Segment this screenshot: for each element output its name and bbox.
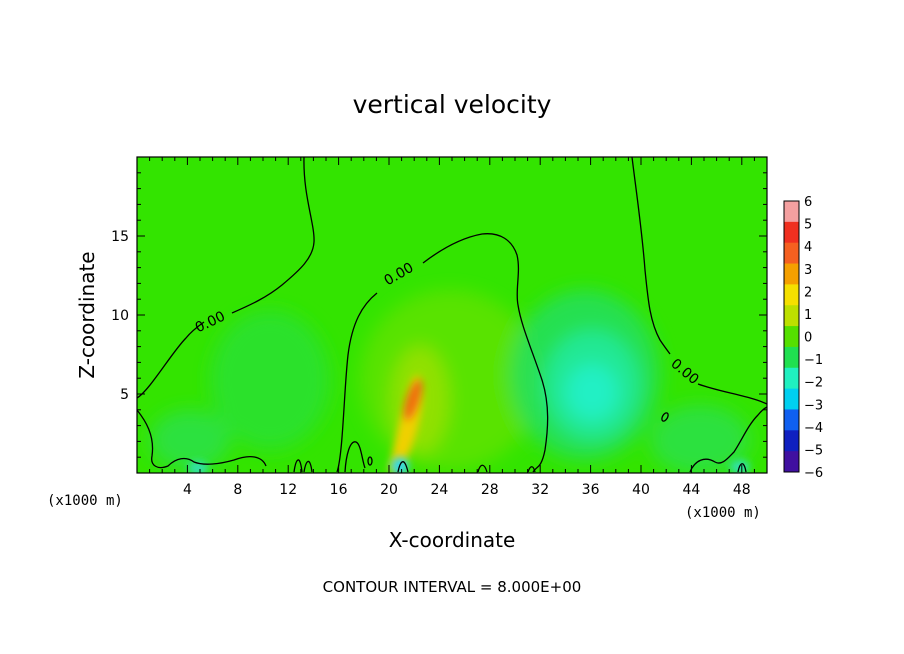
x-axis-title: X-coordinate (389, 528, 516, 552)
colorbar-tick-label: 2 (804, 285, 812, 300)
x-tick-label: 4 (183, 482, 192, 498)
x-tick-label: 32 (531, 482, 549, 498)
colorbar-swatch (784, 305, 799, 327)
colorbar-frame (783, 200, 800, 473)
colorbar-swatch (784, 221, 799, 244)
zero-contour-left (137, 157, 315, 399)
colorbar-tick-label: 4 (804, 240, 812, 255)
colorbar-tick-label: 0 (804, 331, 812, 346)
contour-interval-note: CONTOUR INTERVAL = 8.000E+00 (323, 578, 582, 596)
colorbar-swatch (784, 284, 799, 306)
colorbar-swatch (784, 388, 799, 410)
zero-contour-right (631, 157, 767, 405)
colorbar-swatch (784, 263, 799, 285)
colorbar-tick-label: 1 (804, 308, 812, 323)
chart-title: vertical velocity (353, 90, 552, 119)
x-tick-label: 36 (582, 482, 600, 498)
downdraft-region-right-lower (650, 405, 750, 473)
x-tick-label: 8 (233, 482, 242, 498)
colorbar-tick-label: −1 (804, 353, 823, 368)
colorbar: 6 5 4 3 2 1 0 −1 −2 −3 −4 −5 −6 (783, 195, 823, 481)
downdraft-region-right-core (566, 364, 618, 420)
y-tick-label: 15 (111, 229, 129, 245)
colorbar-tick-label: 3 (804, 263, 812, 278)
x-tick-label: 44 (682, 482, 700, 498)
colorbar-swatch (784, 326, 799, 348)
x-tick-label: 20 (380, 482, 398, 498)
updraft-jet-core (403, 378, 423, 422)
colorbar-tick-label: −3 (804, 398, 823, 413)
colorbar-swatch (784, 242, 799, 264)
x-tick-label: 40 (632, 482, 650, 498)
colorbar-swatch (784, 430, 799, 452)
colorbar-tick-label: −5 (804, 443, 823, 458)
downdraft-region-left (210, 310, 330, 450)
y-tick-label: 5 (120, 387, 129, 403)
x-tick-label: 28 (481, 482, 499, 498)
x-tick-label: 16 (330, 482, 348, 498)
colorbar-swatch (784, 451, 799, 473)
colorbar-swatch (784, 367, 799, 390)
downdraft-region-left-lower (150, 410, 230, 470)
x-tick-label: 12 (279, 482, 297, 498)
zero-contour-central (336, 233, 549, 473)
y-tick-label: 10 (111, 308, 129, 324)
x-unit-label-right: (x1000 m) (685, 505, 761, 521)
colorbar-swatch (784, 201, 799, 223)
colorbar-swatch (784, 409, 799, 431)
zero-contours (137, 157, 767, 473)
plot-area: 0.00 0.00 0.00 (137, 157, 767, 473)
y-axis-ticks: 5 10 15 (111, 172, 767, 458)
colorbar-tick-label: −4 (804, 421, 823, 436)
velocity-field-shading (150, 290, 750, 473)
x-tick-label: 24 (430, 482, 448, 498)
colorbar-tick-label: 5 (804, 218, 812, 233)
colorbar-swatch (784, 346, 799, 369)
updraft-jet (388, 375, 423, 472)
zero-contour-ripples (137, 406, 767, 473)
colorbar-tick-label: 6 (804, 195, 812, 210)
zero-contour-closed-cell (367, 456, 373, 466)
colorbar-tick-label: −2 (804, 376, 823, 391)
x-tick-label: 48 (733, 482, 751, 498)
x-unit-label-left: (x1000 m) (47, 493, 123, 509)
y-axis-title: Z-coordinate (75, 251, 99, 378)
colorbar-tick-label: −6 (804, 466, 823, 481)
zero-contour-closed-cell (661, 412, 669, 422)
x-axis-ticks: 4 8 12 16 20 24 28 32 36 40 44 48 (149, 157, 755, 498)
